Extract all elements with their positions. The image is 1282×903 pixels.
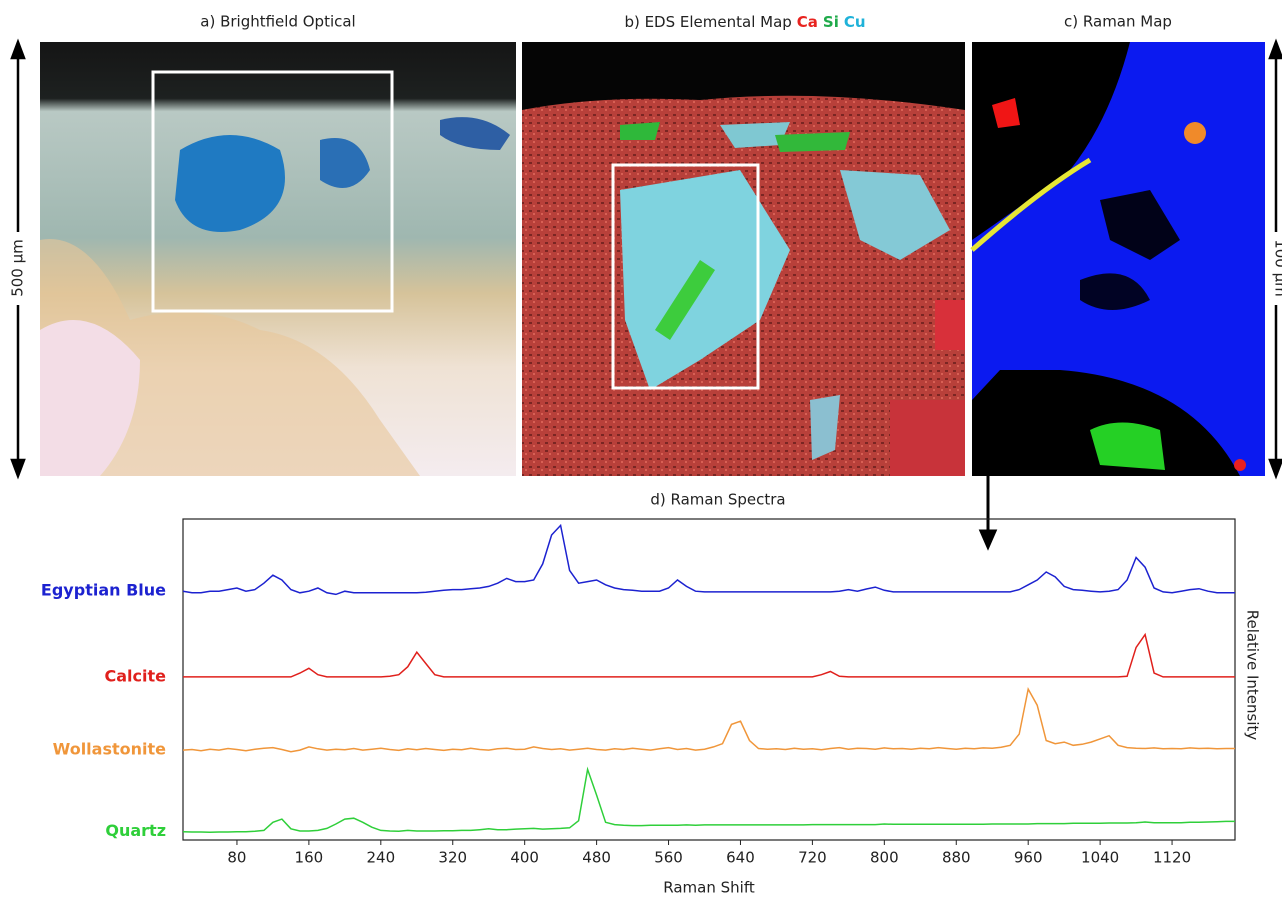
- legend-label: Calcite: [105, 666, 167, 685]
- x-tick-label: 720: [798, 849, 827, 867]
- scale-label: 100 µm: [1272, 239, 1282, 297]
- raman-map-image: [972, 42, 1265, 476]
- panel-title: a) Brightfield Optical: [200, 13, 355, 31]
- chart-title: d) Raman Spectra: [650, 491, 785, 509]
- spectrum-line: [183, 769, 1235, 832]
- x-tick-label: 80: [227, 849, 246, 867]
- scale-label: 500 µm: [9, 239, 27, 297]
- page: {"panels": [ {"title": "a) Brightfield O…: [0, 0, 1282, 903]
- x-tick-label: 560: [654, 849, 683, 867]
- figure: 500 µm 100 µm a) Brightfield Optical b) …: [0, 0, 1282, 899]
- legend-label: Si: [823, 13, 839, 31]
- x-tick-label: 320: [438, 849, 467, 867]
- spectrum-line: [183, 525, 1235, 594]
- legend-label: Cu: [844, 13, 866, 31]
- y-axis-label: Relative Intensity: [1244, 610, 1262, 741]
- x-tick-label: 640: [726, 849, 755, 867]
- legend-label: Ca: [797, 13, 818, 31]
- panel-title: c) Raman Map: [1064, 13, 1172, 31]
- panel-title: b) EDS Elemental Map Ca Si Cu: [624, 13, 865, 31]
- optical-image: [40, 42, 516, 476]
- connector-arrow: [981, 476, 995, 547]
- panel-title-text: b) EDS Elemental Map: [624, 13, 791, 31]
- x-tick-label: 800: [870, 849, 899, 867]
- x-tick-label: 880: [942, 849, 971, 867]
- spectrum-line: [183, 689, 1235, 752]
- x-tick-label: 1040: [1081, 849, 1119, 867]
- eds-image: [522, 42, 965, 476]
- plot-frame: [183, 519, 1235, 840]
- spectrum-line: [183, 635, 1235, 677]
- x-tick-label: 160: [295, 849, 324, 867]
- legend-label: Egyptian Blue: [41, 581, 166, 600]
- x-tick-label: 240: [366, 849, 395, 867]
- x-tick-label: 480: [582, 849, 611, 867]
- legend-label: Wollastonite: [53, 740, 167, 759]
- x-tick-label: 400: [510, 849, 539, 867]
- x-axis-label: Raman Shift: [663, 879, 755, 897]
- x-tick-label: 1120: [1153, 849, 1191, 867]
- x-tick-label: 960: [1014, 849, 1043, 867]
- legend-label: Quartz: [105, 821, 166, 840]
